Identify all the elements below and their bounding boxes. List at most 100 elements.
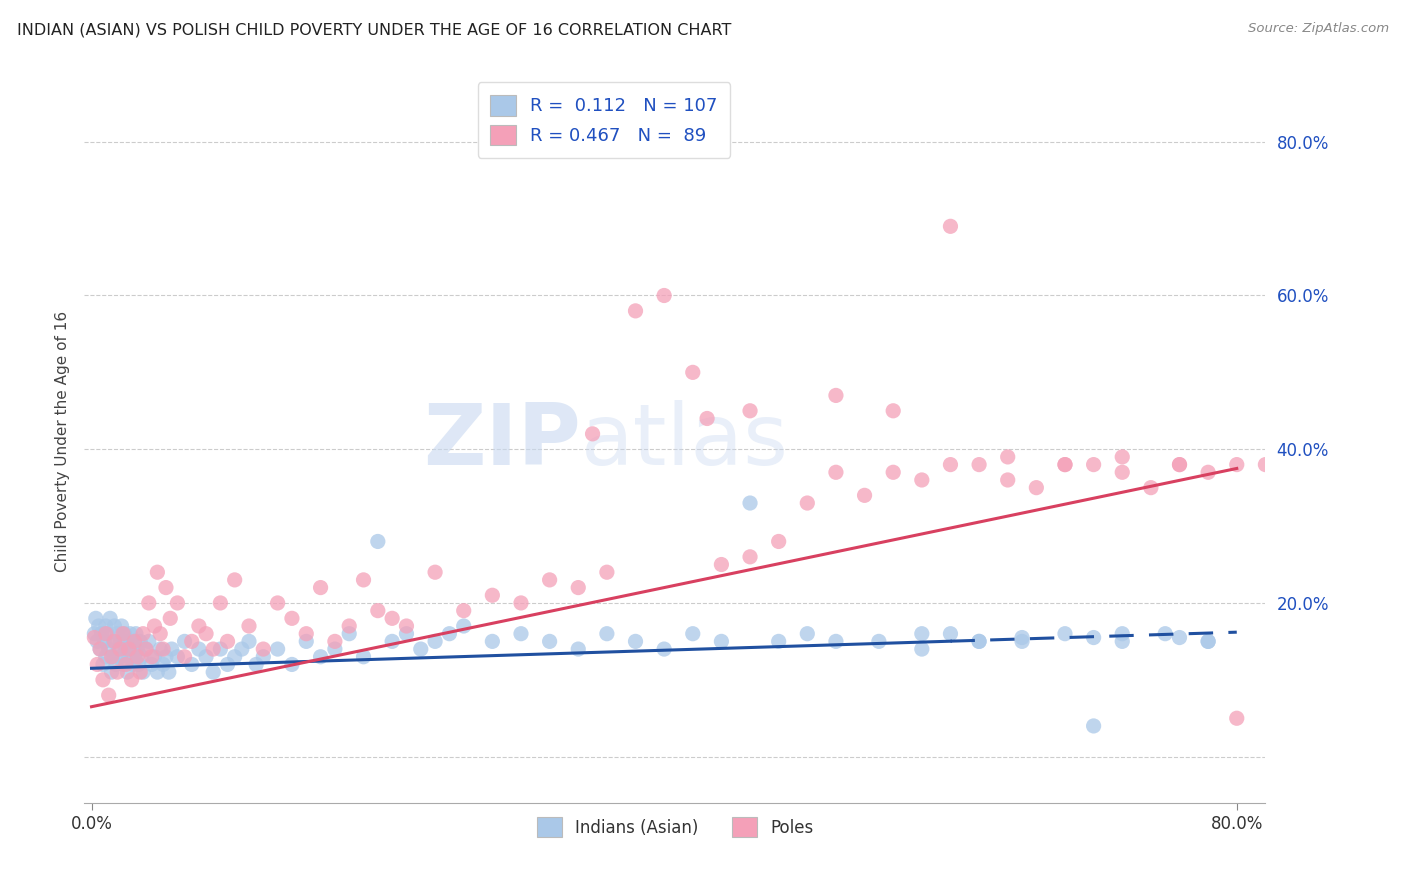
Point [481, 634, 503, 648]
Point [939, 626, 962, 640]
Point [121, 673, 143, 687]
Point [115, 657, 138, 672]
Point [149, 626, 172, 640]
Point [481, 588, 503, 602]
Point [110, 619, 132, 633]
Point [439, 626, 461, 640]
Point [353, 573, 375, 587]
Point [141, 657, 163, 672]
Point [89, 642, 111, 657]
Point [252, 642, 274, 657]
Point [94, 626, 117, 640]
Point [121, 642, 143, 657]
Point [209, 596, 232, 610]
Point [567, 642, 589, 657]
Point [395, 619, 418, 633]
Point [911, 642, 934, 657]
Point [510, 626, 533, 640]
Point [83, 626, 105, 640]
Point [1168, 458, 1191, 472]
Point [100, 665, 122, 680]
Point [825, 465, 848, 479]
Point [1111, 465, 1133, 479]
Point [157, 665, 180, 680]
Point [103, 619, 125, 633]
Point [152, 657, 174, 672]
Point [180, 634, 202, 648]
Point [100, 649, 122, 664]
Point [624, 634, 647, 648]
Point [1083, 719, 1105, 733]
Point [453, 619, 475, 633]
Point [682, 626, 704, 640]
Point [1226, 711, 1249, 725]
Point [1154, 626, 1177, 640]
Point [581, 426, 603, 441]
Point [967, 458, 990, 472]
Point [173, 634, 195, 648]
Point [91, 673, 114, 687]
Point [180, 657, 202, 672]
Point [97, 642, 120, 657]
Point [882, 465, 904, 479]
Point [129, 665, 152, 680]
Point [128, 657, 150, 672]
Point [266, 642, 288, 657]
Point [738, 549, 761, 564]
Point [105, 626, 128, 640]
Point [238, 619, 260, 633]
Point [143, 619, 166, 633]
Point [381, 611, 404, 625]
Point [997, 473, 1019, 487]
Point [710, 558, 733, 572]
Point [1111, 450, 1133, 464]
Point [796, 626, 818, 640]
Point [195, 649, 218, 664]
Point [108, 642, 131, 657]
Point [1140, 481, 1163, 495]
Point [202, 642, 225, 657]
Point [409, 642, 432, 657]
Point [1111, 626, 1133, 640]
Point [224, 573, 246, 587]
Point [939, 458, 962, 472]
Point [1053, 458, 1076, 472]
Point [90, 626, 112, 640]
Point [127, 649, 149, 664]
Point [696, 411, 718, 425]
Point [124, 649, 146, 664]
Point [652, 642, 675, 657]
Point [104, 657, 127, 672]
Point [281, 657, 304, 672]
Point [118, 649, 141, 664]
Point [796, 496, 818, 510]
Point [117, 665, 139, 680]
Point [209, 642, 232, 657]
Point [141, 649, 163, 664]
Point [224, 649, 246, 664]
Point [1025, 481, 1047, 495]
Point [911, 626, 934, 640]
Point [111, 657, 134, 672]
Point [538, 634, 561, 648]
Point [1083, 458, 1105, 472]
Point [152, 642, 174, 657]
Point [381, 634, 404, 648]
Point [101, 634, 124, 648]
Point [155, 649, 177, 664]
Point [135, 642, 157, 657]
Point [281, 611, 304, 625]
Point [146, 665, 169, 680]
Point [159, 611, 181, 625]
Point [1011, 631, 1033, 645]
Point [101, 649, 124, 664]
Point [93, 634, 115, 648]
Point [997, 450, 1019, 464]
Point [245, 657, 267, 672]
Point [238, 634, 260, 648]
Point [155, 581, 177, 595]
Point [1111, 634, 1133, 648]
Point [135, 642, 157, 657]
Point [1197, 465, 1219, 479]
Point [710, 634, 733, 648]
